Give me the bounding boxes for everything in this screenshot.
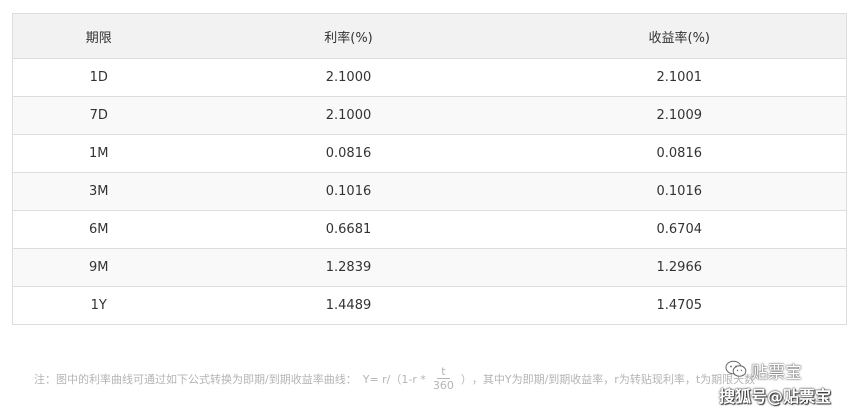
watermark-brand: 贴票宝 (751, 363, 802, 383)
table-row: 1D 2.1000 2.1001 (12, 58, 847, 97)
footnote-suffix: ，其中Y为即期/到期收益率，r为转贴现利率，t为期限天数 (471, 372, 756, 386)
cell-yield: 1.4705 (512, 286, 847, 325)
header-term: 期限 (12, 13, 185, 59)
fraction-denominator: 360 (432, 379, 454, 392)
header-rate: 利率(%) (184, 13, 513, 59)
table-header-row: 期限 利率(%) 收益率(%) (12, 13, 847, 59)
cell-term: 7D (12, 96, 185, 135)
watermark: 贴票宝 搜狐号@贴票宝 (719, 358, 849, 408)
cell-term: 1Y (12, 286, 185, 325)
cell-rate: 0.6681 (184, 210, 513, 249)
watermark-source: 搜狐号@贴票宝 (719, 387, 832, 406)
wechat-icon (725, 360, 747, 382)
cell-yield: 2.1001 (512, 58, 847, 97)
cell-yield: 2.1009 (512, 96, 847, 135)
table-row: 1M 0.0816 0.0816 (12, 134, 847, 173)
cell-yield: 0.0816 (512, 134, 847, 173)
formula-lhs: Y= r/（1-r * (362, 372, 426, 386)
cell-term: 1M (12, 134, 185, 173)
cell-term: 6M (12, 210, 185, 249)
fraction-numerator: t (437, 365, 450, 379)
header-yield: 收益率(%) (512, 13, 847, 59)
cell-rate: 2.1000 (184, 96, 513, 135)
rate-table: 期限 利率(%) 收益率(%) 1D 2.1000 2.1001 7D 2.10… (12, 13, 847, 325)
cell-rate: 0.1016 (184, 172, 513, 211)
table-row: 3M 0.1016 0.1016 (12, 172, 847, 211)
rate-table-container: 期限 利率(%) 收益率(%) 1D 2.1000 2.1001 7D 2.10… (12, 13, 847, 325)
cell-rate: 1.2839 (184, 248, 513, 287)
table-row: 1Y 1.4489 1.4705 (12, 286, 847, 325)
watermark-brand-line: 贴票宝 (725, 358, 802, 383)
cell-term: 9M (12, 248, 185, 287)
table-row: 9M 1.2839 1.2966 (12, 248, 847, 287)
cell-yield: 1.2966 (512, 248, 847, 287)
formula-fraction: t 360 (429, 365, 458, 392)
cell-term: 3M (12, 172, 185, 211)
cell-rate: 0.0816 (184, 134, 513, 173)
table-row: 6M 0.6681 0.6704 (12, 210, 847, 249)
cell-rate: 1.4489 (184, 286, 513, 325)
cell-yield: 0.6704 (512, 210, 847, 249)
footnote: 注：图中的利率曲线可通过如下公式转换为即期/到期收益率曲线： Y= r/（1-r… (34, 365, 755, 392)
formula-close: ） (460, 372, 472, 386)
formula: Y= r/（1-r * t 360 ） (363, 365, 472, 392)
table-row: 7D 2.1000 2.1009 (12, 96, 847, 135)
cell-yield: 0.1016 (512, 172, 847, 211)
footnote-prefix: 注：图中的利率曲线可通过如下公式转换为即期/到期收益率曲线： (34, 372, 357, 386)
cell-rate: 2.1000 (184, 58, 513, 97)
cell-term: 1D (12, 58, 185, 97)
